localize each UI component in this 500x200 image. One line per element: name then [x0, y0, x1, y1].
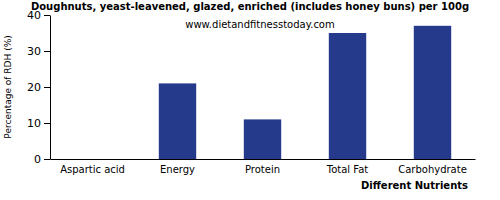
bar	[159, 83, 196, 159]
tick-label: Protein	[245, 164, 280, 175]
tick-mark	[44, 159, 50, 160]
tick-label: 10	[27, 117, 41, 130]
tick-mark	[44, 123, 50, 124]
bar	[414, 26, 451, 159]
subtitle: www.dietandfitnesstoday.com	[185, 19, 334, 30]
bar	[244, 119, 281, 159]
tick-mark	[44, 51, 50, 52]
tick: 0	[34, 153, 50, 166]
tick: 10	[27, 117, 50, 130]
tick: Protein	[245, 159, 280, 175]
tick-label: Total Fat	[326, 164, 368, 175]
tick-label: Energy	[160, 164, 195, 175]
tick-label: 30	[27, 45, 41, 58]
x-axis-title: Different Nutrients	[361, 180, 468, 191]
tick-mark	[44, 87, 50, 88]
tick: 30	[27, 45, 50, 58]
tick-label: Carbohydrate	[398, 164, 467, 175]
tick: 20	[27, 81, 50, 94]
tick: Carbohydrate	[398, 159, 467, 175]
chart: 010203040Aspartic acidEnergyProteinTotal…	[0, 0, 500, 200]
tick-label: 0	[34, 153, 41, 166]
bar	[74, 159, 111, 160]
bar	[329, 33, 366, 159]
tick-label: Aspartic acid	[60, 164, 125, 175]
tick: Aspartic acid	[60, 159, 125, 175]
x-axis: Aspartic acid Energy Protein Total Fat Carbo…	[51, 159, 476, 175]
axis-line	[51, 159, 476, 160]
bars	[159, 26, 451, 159]
title: Doughnuts, yeast-leavened, glazed, enric…	[31, 1, 469, 12]
tick-mark	[44, 15, 50, 16]
tick: Energy	[160, 159, 195, 175]
y-axis: 010203040	[27, 9, 51, 166]
plot: 010203040Aspartic acidEnergyProteinTotal…	[27, 9, 476, 175]
tick: Total Fat	[326, 159, 368, 175]
tick-label: 20	[27, 81, 41, 94]
axis-line	[50, 16, 51, 160]
y-axis-title: Percentage of RDH (%)	[3, 35, 13, 138]
